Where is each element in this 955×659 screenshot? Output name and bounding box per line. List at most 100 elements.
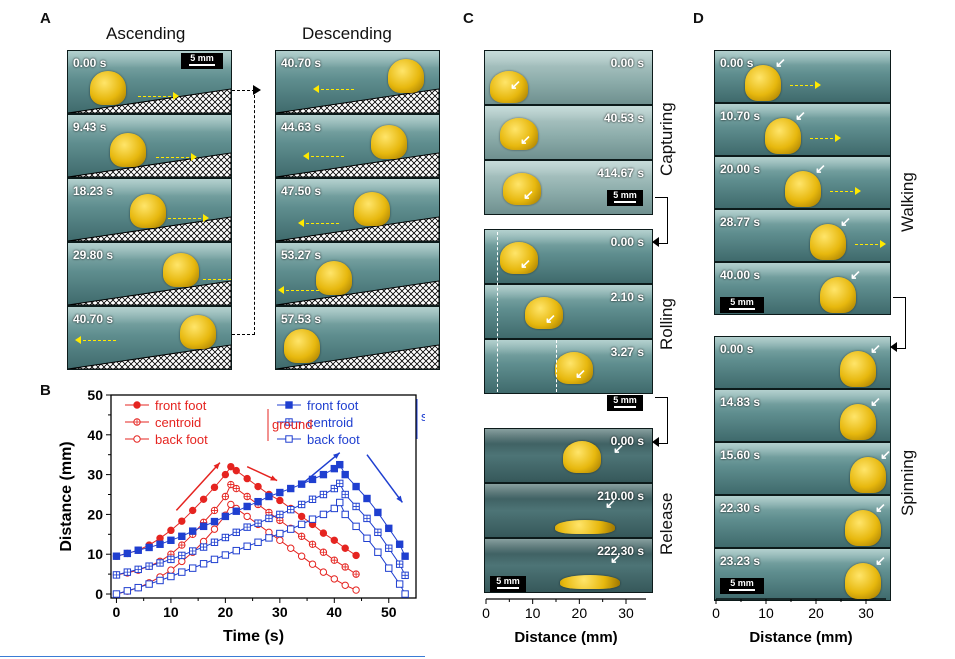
data-point [374,548,382,556]
data-point [167,572,175,581]
data-point-cross [124,568,131,576]
soft-robot [845,563,881,599]
spinning-frame: 22.30 s ↙ [714,495,891,548]
ascending-frame-time: 40.70 s [73,312,114,326]
walking-frame: 28.77 s ↙ [714,209,891,262]
data-point [178,568,186,576]
panel-c-tick-label: 0 [482,605,490,621]
walking-frame: 0.00 s ↙ [714,50,891,103]
soft-robot [500,118,538,150]
legend-ground-label: ground [272,417,312,432]
distance-time-chart: 0 10 20 30 40 50 0 10 20 30 40 50 Time (s) Distance (… [58,387,425,645]
walking-frame-time: 28.77 s [720,215,761,229]
series-slope-centroid [112,479,409,580]
data-point [308,515,317,523]
direction-arrow [855,240,886,248]
soft-robot [810,224,846,260]
legend-label: front foot [307,398,359,413]
data-point [145,580,153,588]
panel-d-tick-label: 0 [712,605,720,621]
data-point [243,502,251,511]
slope-hatch [68,152,231,177]
data-point [199,495,208,503]
release-frame: 0.00 s ↙ [484,428,653,483]
data-point [178,557,186,566]
data-point-cross [352,570,360,578]
x-tick-label: 30 [272,604,288,620]
panel-a-scale-bar: 5 mm [181,53,223,69]
panel-a-label: A [40,10,51,27]
data-point [123,549,132,558]
series-slope-back-foot [112,498,409,598]
ascending-frame: 29.80 s [67,242,232,306]
descending-frame-time: 57.53 s [281,312,322,326]
data-point [167,526,175,535]
data-point-cross [178,552,186,559]
slope-hatch [68,280,231,305]
data-point [341,510,349,519]
slope-hatch [276,216,439,241]
soft-robot [850,457,886,493]
data-point [385,524,393,533]
trend-arrow-slope-up-head [333,452,340,459]
indicator-arrow: ↙ [545,311,556,326]
rolling-frame-time: 2.10 s [610,290,644,304]
bottom-rule [0,656,425,657]
data-point-cross [243,493,251,500]
walking-frame: 20.00 s ↙ [714,156,891,209]
trend-arrow-ground-up-head [213,462,220,470]
release-label: Release [657,492,676,555]
direction-arrow [156,153,197,161]
direction-arrow [203,279,231,280]
panel-c-label: C [463,10,474,27]
data-point-cross [298,501,305,508]
spinning-frame: 15.60 s ↙ [714,442,891,495]
data-point [221,470,230,479]
capturing-frame: 414.67 s ↙ [484,160,653,215]
data-point [232,546,240,555]
spinning-frame: 0.00 s ↙ [714,336,891,389]
y-axis-title: Distance (mm) [58,441,75,551]
direction-arrow [830,187,861,195]
data-point [210,555,219,564]
capturing-label: Capturing [657,102,676,176]
soft-robot [354,192,390,226]
capturing-to-rolling-connector [655,197,668,244]
trend-arrow-ground-up [175,462,221,511]
spinning-frame-time: 15.60 s [720,448,761,462]
data-point [232,507,240,515]
walking-frame-time: 10.70 s [720,109,761,123]
panel-d-distance-axis: 0 10 20 30 Distance (mm) [712,598,886,646]
rolling-scale-bar: 5 mm [607,395,643,411]
spinning-frame: 23.23 s ↙ [714,548,891,601]
panel-d-tick-label: 20 [808,605,824,621]
legend-marker [133,401,141,409]
walking-frame-time: 40.00 s [720,268,761,282]
data-point [178,517,186,525]
slope-hatch [68,88,231,113]
ascending-title: Ascending [106,24,186,43]
capturing-scale-bar: 5 mm [607,190,643,206]
data-point [265,492,273,501]
data-point-cross [222,534,229,541]
soft-robot [555,520,615,534]
data-point [287,544,295,552]
trend-arrow-slope-down [366,454,403,503]
data-point [319,470,328,479]
data-point [330,464,339,473]
data-point [199,522,208,531]
capturing-frame-time: 40.53 s [603,111,644,125]
ascending-to-descending-connector [232,90,255,335]
data-point [210,483,219,492]
data-point-cross [167,556,175,563]
walking-frame-time: 0.00 s [720,56,754,70]
panel-c-tick-label: 20 [572,605,588,621]
panel-d-tick-label: 30 [858,605,874,621]
indicator-arrow: ↙ [775,55,786,70]
y-tick-label: 0 [95,586,103,602]
data-point [178,532,186,541]
data-point-cross [385,545,392,552]
connector-arrowhead-c2 [652,437,659,447]
data-point [341,581,349,589]
